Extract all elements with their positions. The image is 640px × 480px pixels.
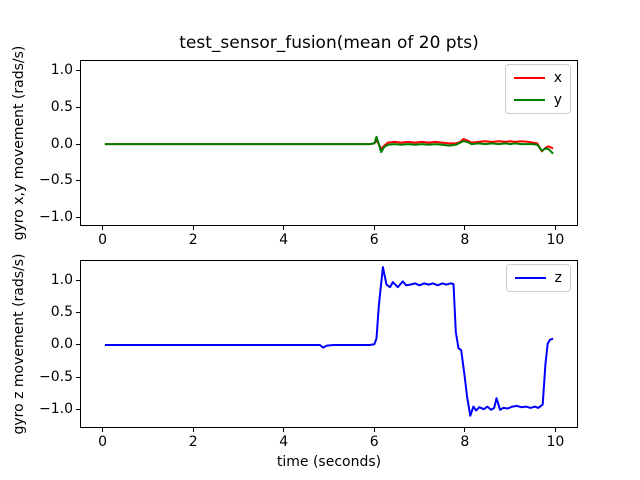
- x-tickmark: [283, 428, 285, 432]
- x-tickmark: [192, 226, 194, 230]
- series-line-z: [104, 266, 554, 417]
- y-tick-label: 0.0: [50, 336, 73, 353]
- x-tickmark: [283, 226, 285, 230]
- x-tickmark: [373, 428, 375, 432]
- y-tickmark: [76, 216, 80, 218]
- x-tick-label: 2: [188, 232, 198, 248]
- legend-label-z: z: [554, 270, 562, 286]
- y-tick-label: −0.5: [39, 368, 73, 385]
- y-tick-label: 0.5: [50, 99, 73, 116]
- y-tickmark: [76, 180, 80, 182]
- legend-xy: x y: [504, 64, 571, 114]
- y-tickmark: [76, 312, 80, 314]
- legend-line-z-icon: [514, 277, 546, 279]
- x-tick-label: 6: [369, 232, 379, 248]
- x-tickmark: [554, 226, 556, 230]
- y-tick-label: 0.0: [50, 135, 73, 152]
- x-tickmark: [464, 226, 466, 230]
- legend-label-x: x: [553, 70, 562, 86]
- legend-line-y-icon: [513, 99, 545, 101]
- y-tickmark: [76, 143, 80, 145]
- legend-entry-y: y: [513, 91, 562, 109]
- y-tick-label: −0.5: [39, 172, 73, 189]
- legend-line-x-icon: [513, 77, 545, 79]
- y-tickmark: [76, 107, 80, 109]
- legend-entry-z: z: [514, 269, 562, 287]
- ylabel-gyro-xy: gyro x,y movement (rads/s): [11, 45, 27, 241]
- x-tick-label: 2: [188, 434, 198, 450]
- x-tick-label: 10: [546, 232, 565, 248]
- y-tickmark: [76, 376, 80, 378]
- legend-entry-x: x: [513, 69, 562, 87]
- x-tick-label: 0: [98, 434, 108, 450]
- x-tick-label: 8: [460, 434, 470, 450]
- y-tick-label: 1.0: [50, 62, 73, 79]
- x-tick-label: 4: [279, 232, 289, 248]
- x-tickmark: [102, 226, 104, 230]
- y-tickmark: [76, 279, 80, 281]
- axes-frame: [80, 260, 578, 428]
- axes-frame: [80, 60, 578, 226]
- y-tickmark: [76, 344, 80, 346]
- x-tickmark: [554, 428, 556, 432]
- x-tick-label: 6: [369, 434, 379, 450]
- y-tick-label: 0.5: [50, 304, 73, 321]
- subplot-gyro-xy: x y: [80, 60, 578, 226]
- ylabel-gyro-z: gyro z movement (rads/s): [11, 253, 27, 435]
- x-tick-label: 10: [546, 434, 565, 450]
- x-tickmark: [464, 428, 466, 432]
- series-line-y: [104, 135, 554, 155]
- x-tickmark: [192, 428, 194, 432]
- series-line-x: [104, 138, 554, 153]
- x-tick-label: 4: [279, 434, 289, 450]
- y-tickmark: [76, 70, 80, 72]
- legend-label-y: y: [553, 92, 562, 108]
- y-tick-label: −1.0: [39, 208, 73, 225]
- legend-z: z: [505, 264, 571, 292]
- chart-title: test_sensor_fusion(mean of 20 pts): [179, 33, 479, 53]
- y-tick-label: −1.0: [39, 401, 73, 418]
- x-tickmark: [373, 226, 375, 230]
- x-tickmark: [102, 428, 104, 432]
- plot-area-1: [80, 260, 578, 428]
- plot-area-0: [80, 60, 578, 226]
- y-tickmark: [76, 409, 80, 411]
- x-tick-label: 0: [98, 232, 108, 248]
- xlabel-time: time (seconds): [276, 454, 382, 470]
- subplot-gyro-z: z: [80, 260, 578, 428]
- x-tick-label: 8: [460, 232, 470, 248]
- y-tick-label: 1.0: [50, 271, 73, 288]
